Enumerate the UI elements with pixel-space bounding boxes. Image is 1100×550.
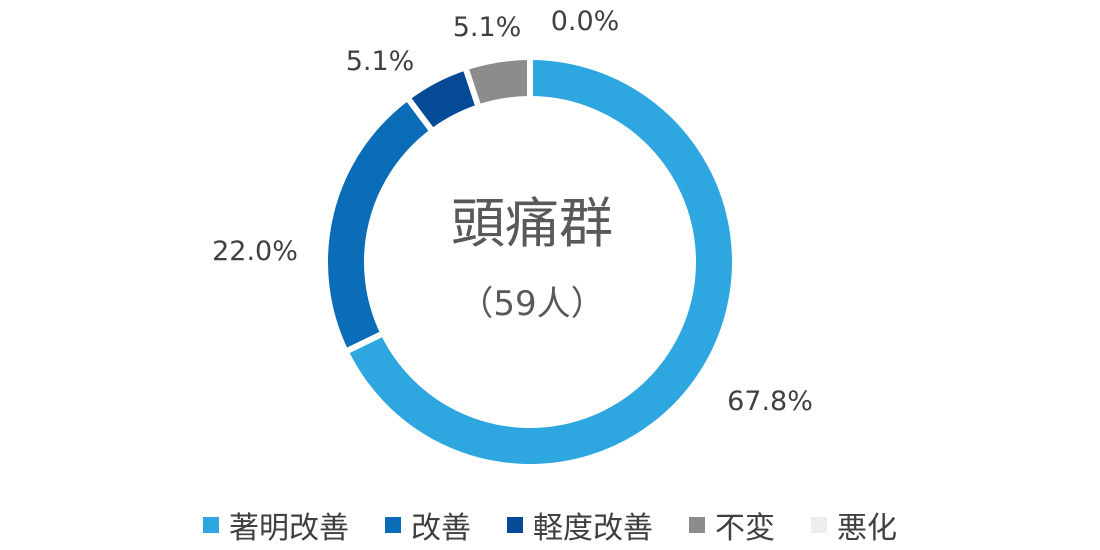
data-label: 22.0% (212, 236, 298, 267)
data-labels-group: 67.8% 22.0% 5.1% 5.1% 0.0% (212, 6, 813, 417)
legend-item: 軽度改善 (507, 503, 653, 547)
legend-label: 改善 (411, 511, 471, 546)
legend-label: 不変 (715, 511, 775, 546)
legend-swatch-icon (203, 517, 219, 533)
legend-item: 悪化 (811, 503, 897, 547)
legend-label: 悪化 (837, 511, 897, 546)
data-label: 5.1% (453, 12, 522, 43)
data-label: 67.8% (727, 386, 813, 417)
pie-slice (322, 93, 437, 356)
legend-label: 軽度改善 (533, 511, 653, 546)
legend: 著明改善 改善 軽度改善 不変 悪化 (0, 500, 1100, 550)
legend-item: 不変 (689, 503, 775, 547)
legend-swatch-icon (507, 517, 523, 533)
legend-swatch-icon (811, 517, 827, 533)
center-title: 頭痛群 (451, 192, 613, 255)
legend-item: 改善 (385, 503, 471, 547)
legend-swatch-icon (385, 517, 401, 533)
legend-label: 著明改善 (229, 511, 349, 546)
slices-group (322, 53, 738, 470)
data-label: 5.1% (346, 46, 415, 77)
data-label: 0.0% (551, 6, 620, 37)
legend-swatch-icon (689, 517, 705, 533)
pie-slice (461, 53, 533, 112)
legend-item: 著明改善 (203, 503, 349, 547)
pie-slice (341, 53, 738, 470)
center-subtitle: （59人） (459, 284, 604, 324)
